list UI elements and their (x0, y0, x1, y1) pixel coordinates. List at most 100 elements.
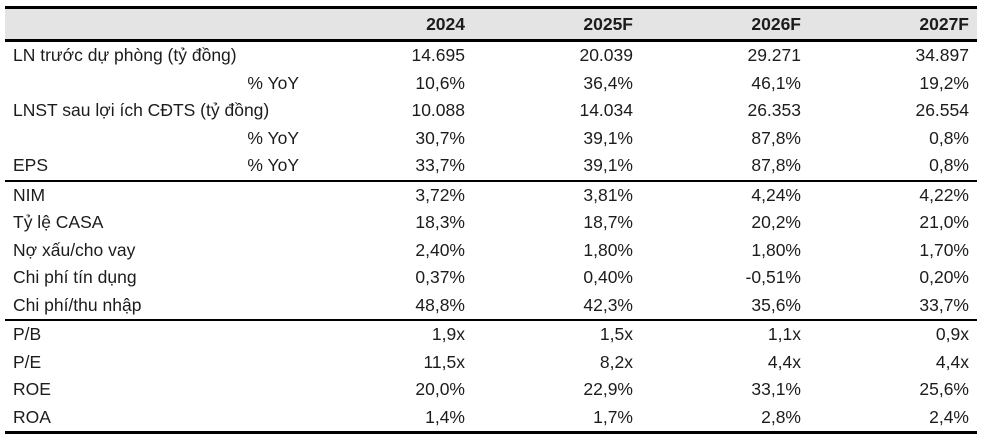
cell-2024: 18,3% (415, 212, 465, 232)
row-label: EPS (13, 155, 49, 175)
cell-2027f: 2,4% (809, 403, 977, 434)
row-label: Nợ xấu/cho vay (13, 239, 136, 260)
row-label: P/B (13, 324, 42, 344)
row-label: LN trước dự phòng (tỷ đồng) (13, 45, 237, 65)
cell-2027f: 26.554 (915, 100, 969, 120)
header-year-2024: 2024 (305, 6, 473, 42)
header-year-2027f: 2027F (809, 6, 977, 42)
row-label: NIM (13, 184, 46, 205)
row-sublabel: % YoY (247, 127, 299, 148)
cell-2027f: 0,20% (919, 267, 969, 287)
row-label-cell: P/B (5, 319, 305, 349)
table-row: P/E 11,5x 8,2x 4,4x 4,4x (5, 349, 977, 377)
cell-2024: 1,4% (305, 403, 473, 434)
row-label-cell: Chi phí tín dụng (5, 264, 305, 292)
cell-2024: 2,40% (415, 239, 465, 260)
row-label: ROE (13, 379, 51, 399)
cell-2024: 30,7% (415, 127, 465, 148)
row-label-cell: NIM (5, 179, 305, 209)
cell-2025f: 3,81% (473, 179, 641, 209)
cell-2024: 20,0% (415, 379, 465, 399)
row-sublabel: % YoY (247, 72, 299, 93)
cell-2027f: 0,8% (929, 155, 969, 175)
cell-2024: 0,37% (415, 267, 465, 287)
section-profit: LN trước dự phòng (tỷ đồng) 14.695 20.03… (5, 41, 977, 181)
cell-2026f: 1,80% (751, 239, 801, 260)
row-label-cell: EPS % YoY (5, 152, 305, 181)
row-label-cell: % YoY (5, 125, 305, 153)
table-row: % YoY 10,6% 36,4% 46,1% 19,2% (5, 70, 977, 98)
table-row: NIM 3,72% 3,81% 4,24% 4,22% (5, 179, 977, 209)
cell-2026f: 33,1% (751, 379, 801, 399)
table-row: ROE 20,0% 22,9% 33,1% 25,6% (5, 376, 977, 404)
cell-2026f: 4,4x (767, 351, 801, 372)
cell-2026f: -0,51% (745, 267, 801, 287)
row-label-cell: P/E (5, 349, 305, 377)
row-label: ROA (13, 406, 51, 427)
cell-2024: 1,9x (305, 319, 473, 349)
cell-2026f: 29.271 (747, 45, 801, 65)
cell-2025f: 1,5x (473, 319, 641, 349)
cell-2026f: 1,1x (641, 319, 809, 349)
table-row: LN trước dự phòng (tỷ đồng) 14.695 20.03… (5, 41, 977, 70)
header-row: 2024 2025F 2026F 2027F (5, 6, 977, 42)
cell-2027f: 21,0% (919, 212, 969, 232)
table-row: Chi phí tín dụng 0,37% 0,40% -0,51% 0,20… (5, 264, 977, 292)
cell-2026f: 46,1% (751, 72, 801, 93)
section-ratios: NIM 3,72% 3,81% 4,24% 4,22% Tỷ lệ CASA 1… (5, 179, 977, 321)
cell-2026f: 87,8% (751, 155, 801, 175)
row-sublabel: % YoY (247, 155, 299, 175)
row-label: Tỷ lệ CASA (13, 212, 104, 232)
cell-2025f: 1,80% (583, 239, 633, 260)
cell-2025f: 22,9% (583, 379, 633, 399)
header-year-2026f: 2026F (641, 6, 809, 42)
cell-2025f: 39,1% (583, 127, 633, 148)
row-label-cell: Nợ xấu/cho vay (5, 237, 305, 265)
row-label-cell: LNST sau lợi ích CĐTS (tỷ đồng) (5, 97, 305, 125)
cell-2027f: 33,7% (919, 294, 969, 315)
cell-2024: 14.695 (411, 45, 465, 65)
header-year-2025f: 2025F (473, 6, 641, 42)
cell-2026f: 35,6% (751, 294, 801, 315)
table-header: 2024 2025F 2026F 2027F (5, 6, 977, 42)
cell-2027f: 1,70% (919, 239, 969, 260)
row-label: Chi phí/thu nhập (13, 294, 142, 315)
cell-2024: 33,7% (415, 155, 465, 175)
row-label-cell: ROA (5, 403, 305, 434)
cell-2025f: 1,7% (473, 403, 641, 434)
row-label-cell: Chi phí/thu nhập (5, 292, 305, 321)
cell-2025f: 14.034 (579, 100, 633, 120)
cell-2024: 48,8% (415, 294, 465, 315)
table-row: P/B 1,9x 1,5x 1,1x 0,9x (5, 319, 977, 349)
cell-2025f: 0,40% (583, 267, 633, 287)
cell-2024: 10.088 (411, 100, 465, 120)
cell-2027f: 4,4x (935, 351, 969, 372)
cell-2025f: 20.039 (579, 45, 633, 65)
cell-2026f: 4,24% (641, 179, 809, 209)
cell-2027f: 19,2% (919, 72, 969, 93)
cell-2026f: 2,8% (641, 403, 809, 434)
cell-2027f: 0,9x (809, 319, 977, 349)
header-label-cell (5, 6, 305, 42)
cell-2027f: 34.897 (915, 45, 969, 65)
cell-2024: 3,72% (305, 179, 473, 209)
table-row: ROA 1,4% 1,7% 2,8% 2,4% (5, 403, 977, 434)
row-label-cell: ROE (5, 376, 305, 404)
row-label: Chi phí tín dụng (13, 267, 137, 287)
table-row: LNST sau lợi ích CĐTS (tỷ đồng) 10.088 1… (5, 97, 977, 125)
cell-2027f: 25,6% (919, 379, 969, 399)
table-row: Tỷ lệ CASA 18,3% 18,7% 20,2% 21,0% (5, 209, 977, 237)
row-label-cell: LN trước dự phòng (tỷ đồng) (5, 41, 305, 70)
section-valuation: P/B 1,9x 1,5x 1,1x 0,9x P/E 11,5x 8,2x (5, 319, 977, 434)
cell-2025f: 8,2x (599, 351, 633, 372)
table-row: EPS % YoY 33,7% 39,1% 87,8% 0,8% (5, 152, 977, 181)
row-label: LNST sau lợi ích CĐTS (tỷ đồng) (13, 100, 270, 120)
cell-2026f: 26.353 (747, 100, 801, 120)
row-label: P/E (13, 351, 42, 372)
row-label-cell: % YoY (5, 70, 305, 98)
cell-2027f: 4,22% (809, 179, 977, 209)
cell-2025f: 39,1% (583, 155, 633, 175)
cell-2026f: 20,2% (751, 212, 801, 232)
table-row: Nợ xấu/cho vay 2,40% 1,80% 1,80% 1,70% (5, 237, 977, 265)
